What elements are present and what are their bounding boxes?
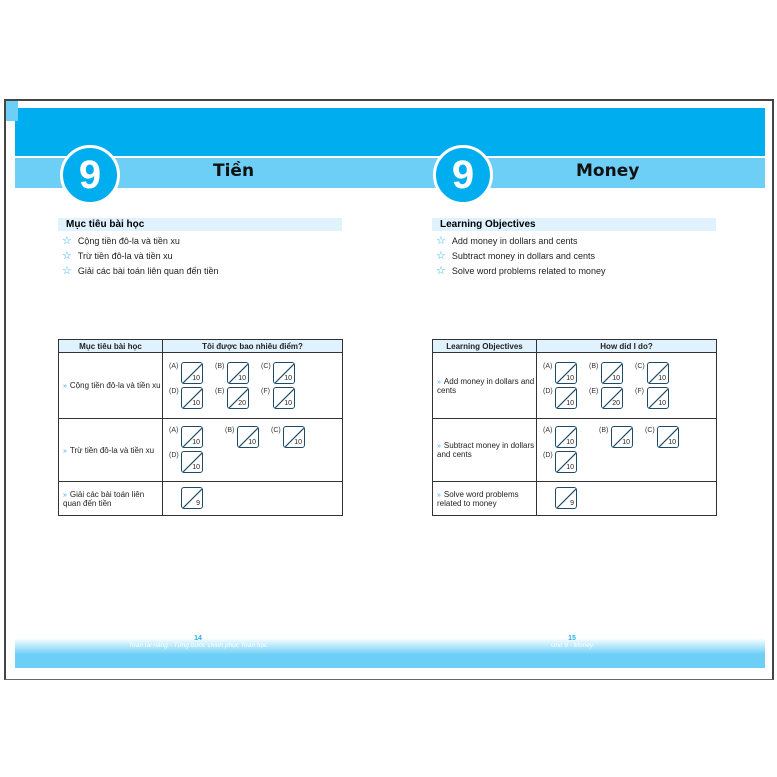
table-row: » Add money in dollars and cents (A) 10 (B) 1… <box>432 352 717 419</box>
table-row: » Giải các bài toán liên quan đến tiền 9 <box>58 481 343 516</box>
table-row: » Trừ tiền đô-la và tiền xu (A) 10 (B) 10 (C) 1… <box>58 418 343 482</box>
table-row: » Cộng tiền đô-la và tiền xu (A) 10 (B) 10 (C)… <box>58 352 343 419</box>
objectives-heading: Learning Objectives <box>432 218 716 231</box>
star-icon: ☆ <box>436 235 446 247</box>
arrow-icon: » <box>437 378 441 386</box>
arrow-icon: » <box>437 491 441 499</box>
score-box[interactable]: (B) 10 <box>225 426 269 448</box>
objective-item: ☆ Subtract money in dollars and cents <box>436 250 595 262</box>
score-box[interactable]: (D) 10 <box>543 386 587 409</box>
objectives-heading: Mục tiêu bài học <box>58 218 342 231</box>
page-title: Money <box>576 161 640 181</box>
score-box[interactable]: (C) 10 <box>635 361 679 384</box>
table-row: » Subtract money in dollars and cents (A) 1… <box>432 418 717 482</box>
score-box[interactable]: (C) 10 <box>271 426 315 448</box>
arrow-icon: » <box>437 443 441 450</box>
arrow-icon: » <box>63 491 67 499</box>
score-box[interactable]: (B) 10 <box>589 361 633 384</box>
unit-number-badge: 9 <box>60 145 120 205</box>
objective-item: ☆ Cộng tiền đô-la và tiền xu <box>62 235 180 247</box>
score-box[interactable]: (E) 20 <box>589 386 633 409</box>
score-box[interactable]: (B) 10 <box>215 361 259 384</box>
self-assessment-table: Mục tiêu bài học Tôi được bao nhiêu điểm?… <box>58 339 343 516</box>
score-box[interactable]: 9 <box>169 487 213 509</box>
page-title: Tiền <box>213 161 255 181</box>
score-box[interactable]: (D) 10 <box>543 451 587 473</box>
objective-item: ☆ Giải các bài toán liên quan đến tiền <box>62 265 219 277</box>
unit-number-badge: 9 <box>433 145 493 205</box>
objective-item: ☆ Add money in dollars and cents <box>436 235 578 247</box>
title-band <box>15 158 765 188</box>
score-box[interactable]: (B) 10 <box>599 426 643 448</box>
arrow-icon: » <box>63 383 67 390</box>
objective-item: ☆ Solve word problems related to money <box>436 265 606 277</box>
footer-band <box>15 638 765 668</box>
objectives-list: ☆ Add money in dollars and cents ☆ Subtract… <box>436 234 605 279</box>
score-box[interactable]: (A) 10 <box>543 426 597 448</box>
score-box[interactable]: (D) 10 <box>169 386 213 409</box>
score-box[interactable]: (C) 10 <box>645 426 689 448</box>
score-box[interactable]: (E) 20 <box>215 386 259 409</box>
score-box[interactable]: (A) 10 <box>543 361 587 384</box>
page-number: 15 <box>568 635 576 642</box>
score-box[interactable]: (D) 10 <box>169 451 213 473</box>
footer-text: Toán tài năng - Từng bước chinh phục Toá… <box>128 642 268 649</box>
book-spread: 9 Tiền Mục tiêu bài học ☆ Cộng tiền đô-la… <box>4 99 774 680</box>
score-box[interactable]: (F) 10 <box>635 386 679 409</box>
arrow-icon: » <box>63 447 67 455</box>
page-footer: 14 Toán tài năng - Từng bước chinh phục T… <box>78 635 318 649</box>
star-icon: ☆ <box>436 265 446 277</box>
star-icon: ☆ <box>62 235 72 247</box>
page-number: 14 <box>194 635 202 642</box>
score-box[interactable]: (F) 10 <box>261 386 305 409</box>
score-box[interactable]: 9 <box>543 487 587 509</box>
table-row: » Solve word problems related to money 9 <box>432 481 717 516</box>
header-band <box>15 108 765 156</box>
page-footer: 15 Unit 9 - Money <box>452 635 692 649</box>
objectives-list: ☆ Cộng tiền đô-la và tiền xu ☆ Trừ tiền đô-… <box>62 234 218 279</box>
score-box[interactable]: (A) 10 <box>169 426 223 448</box>
score-box[interactable]: (A) 10 <box>169 361 213 384</box>
star-icon: ☆ <box>436 250 446 262</box>
score-box[interactable]: (C) 10 <box>261 361 305 384</box>
star-icon: ☆ <box>62 250 72 262</box>
star-icon: ☆ <box>62 265 72 277</box>
self-assessment-table: Learning Objectives How did I do?» Add mon… <box>432 339 717 516</box>
objective-item: ☆ Trừ tiền đô-la và tiền xu <box>62 250 173 262</box>
footer-text: Unit 9 - Money <box>550 642 594 649</box>
